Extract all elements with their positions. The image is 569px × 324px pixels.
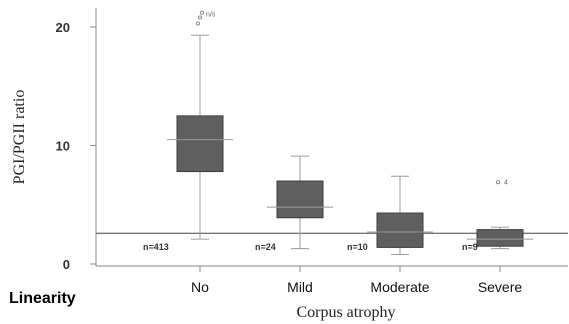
outlier-marker: n/s <box>206 11 216 18</box>
outlier-point <box>197 15 202 20</box>
outlier-point <box>495 180 500 185</box>
box-mild <box>267 155 333 250</box>
iqr-box <box>376 212 424 248</box>
boxes: n/s 4 <box>167 10 533 256</box>
n-label: n=10 <box>347 242 368 252</box>
iqr-box <box>176 115 224 173</box>
box-no <box>167 10 233 240</box>
x-tick-label: Severe <box>478 279 523 295</box>
outlier-point <box>195 21 200 26</box>
box-severe <box>467 180 533 250</box>
outlier-point <box>199 10 204 15</box>
linearity-label: Linearity <box>9 290 76 307</box>
x-tick-label: Moderate <box>370 279 429 295</box>
axes <box>95 8 568 267</box>
x-ticks: No Mild Moderate Severe <box>191 266 522 295</box>
y-tick-label: 20 <box>56 20 70 35</box>
box-moderate <box>367 175 433 256</box>
n-label: n=24 <box>255 242 276 252</box>
n-labels: n=413 n=24 n=10 n=9 <box>143 242 478 252</box>
n-label: n=9 <box>462 242 478 252</box>
y-tick-label: 10 <box>56 139 70 154</box>
y-tick-label: 0 <box>63 257 70 272</box>
x-tick-label: Mild <box>287 279 313 295</box>
x-axis-label: Corpus atrophy <box>296 304 395 321</box>
outlier-marker: 4 <box>504 180 508 187</box>
y-axis-label: PGI/PGII ratio <box>11 90 28 185</box>
iqr-box <box>476 229 524 247</box>
x-tick-label: No <box>191 279 209 295</box>
iqr-box <box>276 180 324 219</box>
y-ticks: 0 10 20 <box>56 20 96 272</box>
n-label: n=413 <box>143 242 169 252</box>
